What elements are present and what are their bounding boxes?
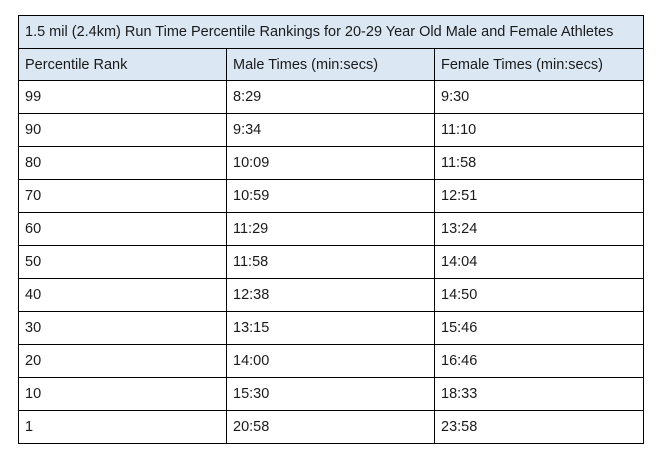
table-row: 60 11:29 13:24 <box>18 212 645 246</box>
cell-percentile: 40 <box>18 278 227 312</box>
cell-percentile: 1 <box>18 410 227 444</box>
cell-percentile: 90 <box>18 113 227 147</box>
table-row: 50 11:58 14:04 <box>18 245 645 279</box>
cell-percentile: 50 <box>18 245 227 279</box>
percentile-table-container: 1.5 mil (2.4km) Run Time Percentile Rank… <box>17 15 645 444</box>
table-row: 1 20:58 23:58 <box>18 410 645 444</box>
column-header-female-times: Female Times (min:secs) <box>433 48 645 81</box>
table-row: 20 14:00 16:46 <box>18 344 645 378</box>
cell-female-time: 18:33 <box>433 377 645 411</box>
cell-percentile: 10 <box>18 377 227 411</box>
cell-percentile: 30 <box>18 311 227 345</box>
cell-male-time: 12:38 <box>226 278 435 312</box>
cell-female-time: 23:58 <box>433 410 645 444</box>
table-body: 99 8:29 9:30 90 9:34 11:10 80 10:09 11:58 70 10:59… <box>18 80 645 444</box>
table-row: 90 9:34 11:10 <box>18 113 645 147</box>
cell-female-time: 14:04 <box>433 245 645 279</box>
table-row: 40 12:38 14:50 <box>18 278 645 312</box>
cell-percentile: 99 <box>18 80 227 114</box>
cell-female-time: 16:46 <box>433 344 645 378</box>
cell-percentile: 20 <box>18 344 227 378</box>
cell-male-time: 13:15 <box>226 311 435 345</box>
table-row: 10 15:30 18:33 <box>18 377 645 411</box>
cell-male-time: 11:58 <box>226 245 435 279</box>
percentile-table: 1.5 mil (2.4km) Run Time Percentile Rank… <box>17 15 645 444</box>
column-header-percentile: Percentile Rank <box>18 48 227 81</box>
table-row: 99 8:29 9:30 <box>18 80 645 114</box>
table-title-row: 1.5 mil (2.4km) Run Time Percentile Rank… <box>17 15 645 49</box>
cell-male-time: 20:58 <box>226 410 435 444</box>
cell-male-time: 11:29 <box>226 212 435 246</box>
cell-female-time: 9:30 <box>433 80 645 114</box>
cell-female-time: 15:46 <box>433 311 645 345</box>
table-header-row: Percentile Rank Male Times (min:secs) Fe… <box>18 48 645 81</box>
cell-male-time: 10:59 <box>226 179 435 213</box>
cell-female-time: 14:50 <box>433 278 645 312</box>
column-header-male-times: Male Times (min:secs) <box>226 48 435 81</box>
table-row: 70 10:59 12:51 <box>18 179 645 213</box>
table-row: 80 10:09 11:58 <box>18 146 645 180</box>
cell-female-time: 13:24 <box>433 212 645 246</box>
cell-male-time: 15:30 <box>226 377 435 411</box>
cell-male-time: 8:29 <box>226 80 435 114</box>
cell-female-time: 11:10 <box>433 113 645 147</box>
cell-percentile: 70 <box>18 179 227 213</box>
table-row: 30 13:15 15:46 <box>18 311 645 345</box>
cell-male-time: 14:00 <box>226 344 435 378</box>
cell-male-time: 9:34 <box>226 113 435 147</box>
cell-male-time: 10:09 <box>226 146 435 180</box>
cell-female-time: 11:58 <box>433 146 645 180</box>
cell-female-time: 12:51 <box>433 179 645 213</box>
cell-percentile: 60 <box>18 212 227 246</box>
table-title: 1.5 mil (2.4km) Run Time Percentile Rank… <box>17 15 645 49</box>
cell-percentile: 80 <box>18 146 227 180</box>
